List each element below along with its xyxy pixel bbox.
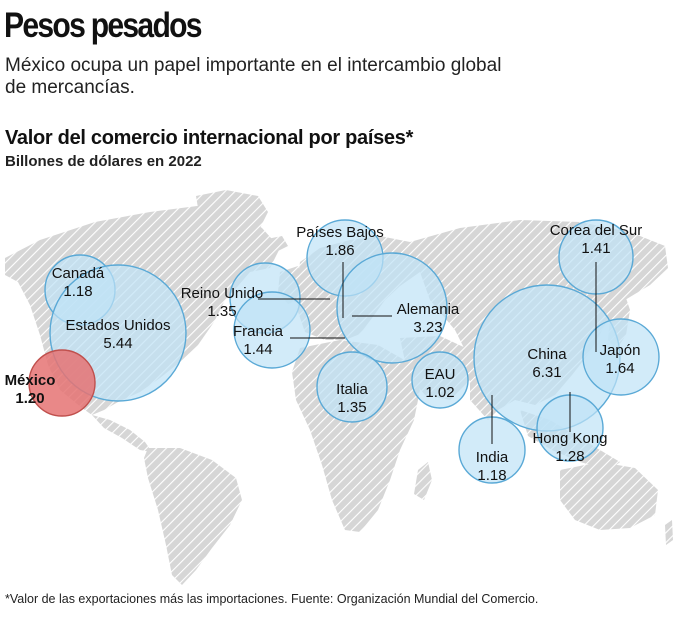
label-name-china: China — [527, 346, 567, 363]
bubble-eau — [411, 351, 469, 409]
label-value-hong-kong: 1.28 — [555, 448, 584, 465]
bubble-japon — [582, 318, 660, 396]
footnote: *Valor de las exportaciones más las impo… — [5, 592, 539, 606]
label-name-japon: Japón — [600, 342, 641, 359]
label-name-francia: Francia — [233, 323, 284, 340]
label-value-india: 1.18 — [477, 467, 506, 484]
label-value-japon: 1.64 — [605, 360, 634, 377]
label-value-estados-unidos: 5.44 — [103, 335, 132, 352]
label-name-eau: EAU — [425, 366, 456, 383]
label-value-italia: 1.35 — [337, 399, 366, 416]
bubble-mexico — [28, 349, 96, 417]
label-value-china: 6.31 — [532, 364, 561, 381]
label-value-corea-del-sur: 1.41 — [581, 240, 610, 257]
bubble-layer — [28, 219, 660, 484]
label-name-canada: Canadá — [52, 265, 105, 282]
label-name-hong-kong: Hong Kong — [532, 430, 607, 447]
label-value-francia: 1.44 — [243, 341, 272, 358]
label-name-corea-del-sur: Corea del Sur — [550, 222, 643, 239]
chart-subtitle: Billones de dólares en 2022 — [5, 153, 202, 170]
bubble-alemania — [336, 252, 448, 364]
chart-title: Valor del comercio internacional por paí… — [5, 127, 414, 149]
page-dek: México ocupa un papel importante en el i… — [5, 55, 502, 98]
label-name-estados-unidos: Estados Unidos — [65, 317, 170, 334]
bubble-francia — [233, 291, 311, 369]
label-name-alemania: Alemania — [397, 301, 460, 318]
label-value-mexico: 1.20 — [15, 390, 44, 407]
label-value-alemania: 3.23 — [413, 319, 442, 336]
leader-lines — [258, 262, 597, 444]
label-name-mexico: México — [5, 372, 56, 389]
label-value-canada: 1.18 — [63, 283, 92, 300]
label-name-india: India — [476, 449, 509, 466]
bubble-italia — [316, 351, 388, 423]
label-name-reino-unido: Reino Unido — [181, 285, 264, 302]
label-value-paises-bajos: 1.86 — [325, 242, 354, 259]
label-name-italia: Italia — [336, 381, 368, 398]
label-name-paises-bajos: Países Bajos — [296, 224, 384, 241]
label-value-eau: 1.02 — [425, 384, 454, 401]
label-value-reino-unido: 1.35 — [207, 303, 236, 320]
page-title: Pesos pesados — [4, 6, 203, 45]
